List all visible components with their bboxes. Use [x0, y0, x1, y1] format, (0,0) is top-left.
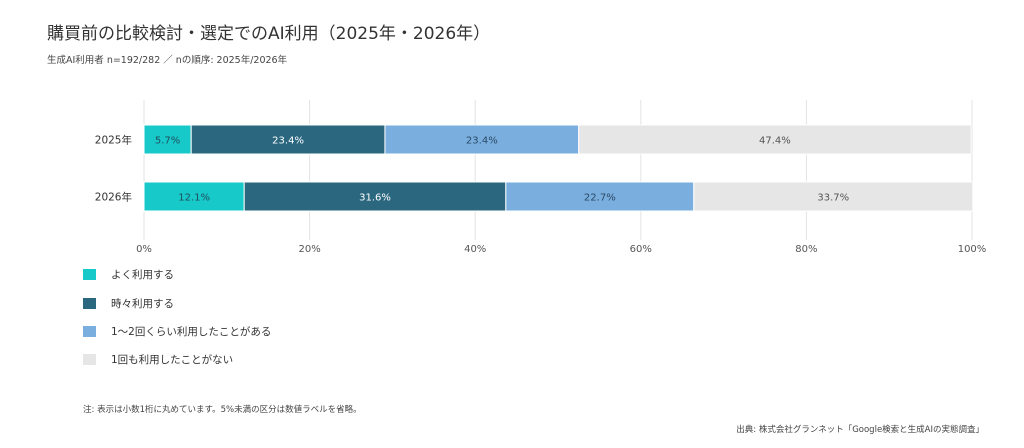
- footnote: 注: 表示は小数1桁に丸めています。5%未満の区分は数値ラベルを省略。: [83, 405, 362, 415]
- bar-segment: [693, 181, 974, 212]
- legend-swatch-once-or-twice: [83, 326, 96, 337]
- x-tick-label: 60%: [630, 244, 652, 255]
- data-label: 12.1%: [178, 193, 210, 204]
- data-label: 23.4%: [466, 136, 498, 147]
- bar-segment: [505, 181, 695, 212]
- legend-swatch-sometimes: [83, 298, 96, 309]
- x-tick-label: 40%: [464, 244, 486, 255]
- legend-label-sometimes: 時々利用する: [111, 298, 174, 310]
- data-label: 5.7%: [155, 136, 180, 147]
- legend-item-never: 1回も利用したことがない: [83, 353, 383, 367]
- data-label: 47.4%: [759, 136, 791, 147]
- legend-label-never: 1回も利用したことがない: [111, 354, 234, 366]
- data-label: 23.4%: [272, 136, 304, 147]
- category-label: 2025年: [95, 134, 132, 147]
- x-tick-label: 80%: [795, 244, 817, 255]
- x-tick-label: 0%: [136, 244, 152, 255]
- legend-swatch-never: [83, 354, 96, 365]
- legend-swatch-often: [83, 269, 96, 280]
- x-tick-label: 100%: [958, 244, 987, 255]
- bar-segment: [243, 181, 507, 212]
- legend-item-sometimes: 時々利用する: [83, 297, 383, 311]
- data-label: 31.6%: [359, 193, 391, 204]
- bar-segment: [190, 124, 386, 155]
- legend-item-often: よく利用する: [83, 268, 383, 282]
- legend-label-often: よく利用する: [111, 269, 174, 281]
- x-tick-label: 20%: [298, 244, 320, 255]
- bar-segment: [578, 124, 972, 155]
- data-label: 22.7%: [584, 193, 616, 204]
- bar-segment: [143, 124, 192, 155]
- chart-subtitle: 生成AI利用者 n=192/282 ／ nの順序: 2025年/2026年: [47, 55, 288, 66]
- source-credit: 出典: 株式会社グランネット「Google検索と生成AIの実態調査」: [736, 425, 984, 435]
- legend-item-once-or-twice: 1〜2回くらい利用したことがある: [83, 325, 383, 339]
- data-label: 33.7%: [817, 193, 849, 204]
- legend-label-once-or-twice: 1〜2回くらい利用したことがある: [111, 326, 272, 338]
- chart-title: 購買前の比較検討・選定でのAI利用（2025年・2026年）: [47, 24, 491, 44]
- category-label: 2026年: [95, 191, 132, 204]
